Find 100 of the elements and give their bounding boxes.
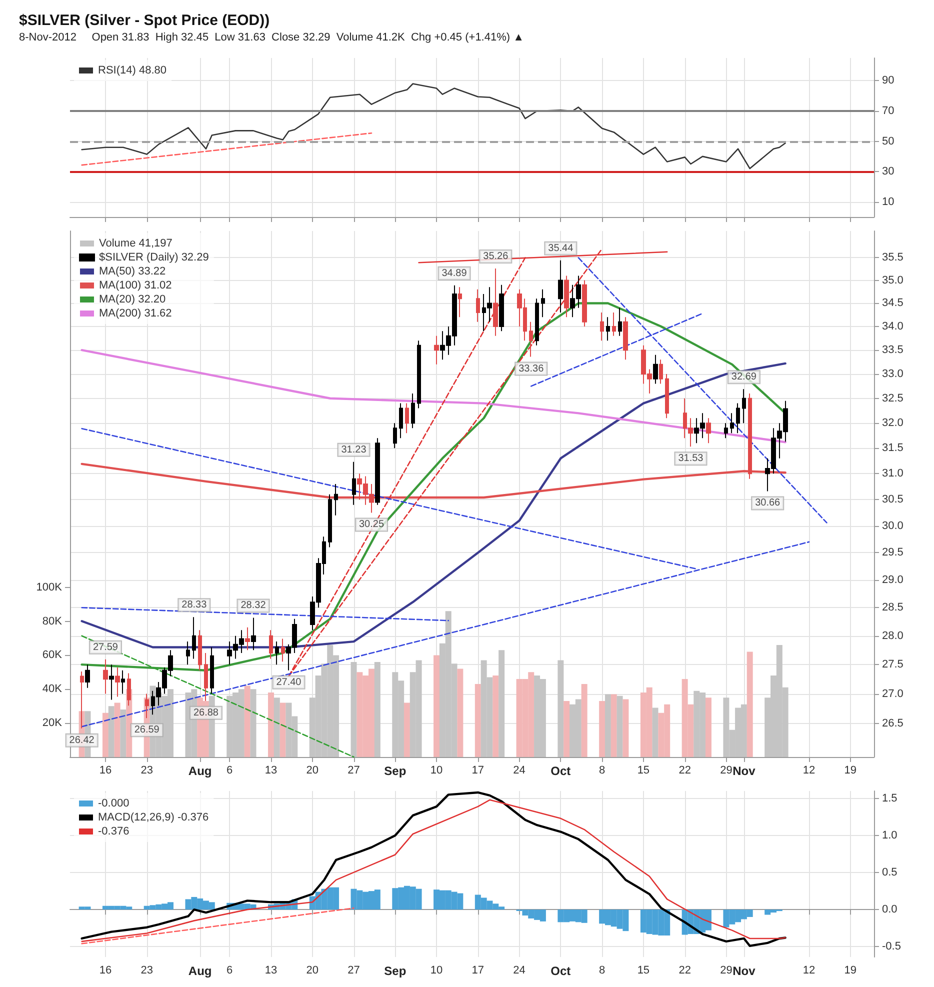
y-tick-label: 70: [882, 105, 894, 117]
y-tick-label: 0.5: [882, 866, 898, 879]
x-tick-label: 12: [802, 764, 816, 776]
legend-label: MA(50) 33.22: [99, 266, 166, 278]
y-tick-label: 31.0: [882, 468, 904, 480]
x-tick-label: Oct: [550, 764, 571, 778]
y-tick-label: 27.5: [882, 658, 904, 671]
x-tick-label: Aug: [188, 964, 212, 978]
y2-tick-label: 80K: [42, 615, 63, 628]
x-tick-label: 23: [140, 964, 153, 976]
x-tick-label: 20: [306, 764, 319, 776]
x-tick-label: Aug: [188, 764, 212, 778]
x-tick-label: Sep: [384, 764, 406, 778]
y-tick-label: 30.5: [882, 494, 904, 506]
x-tick-label: 13: [264, 764, 278, 776]
y-tick-label: 33.5: [882, 344, 904, 356]
x-tick-label: 20: [306, 964, 319, 976]
x-tick-label: Nov: [732, 764, 756, 778]
y-tick-label: -0.5: [882, 940, 901, 953]
y-tick-label: 35.0: [882, 274, 904, 286]
x-tick-label: Sep: [384, 964, 406, 978]
y-tick-label: 29.0: [882, 574, 904, 586]
x-tick-label: 29: [720, 964, 732, 976]
y-tick-label: 28.5: [882, 602, 904, 614]
x-tick-label: 29: [720, 764, 732, 776]
x-tick-label: 13: [264, 964, 278, 976]
legend-label: -0.376: [98, 826, 130, 838]
annotation: 26.42: [69, 734, 95, 746]
annotation: 30.25: [358, 519, 384, 530]
y-tick-label: 90: [882, 74, 894, 87]
legend-label: RSI(14) 48.80: [98, 64, 166, 76]
chart-subtitle: 8-Nov-2012 Open 31.83 High 32.45 Low 31.63 Close 32.29 Volume 41.2K Chg +0.45 (+1.41%) ▲: [19, 32, 524, 44]
x-tick-label: 6: [226, 964, 233, 976]
y-tick-label: 31.5: [882, 442, 904, 454]
y-tick-label: 1.5: [882, 792, 898, 804]
y-tick-label: 34.0: [882, 320, 904, 332]
x-tick-label: 16: [99, 764, 112, 776]
y-tick-label: 26.5: [882, 718, 904, 730]
y-tick-label: 10: [882, 196, 894, 208]
x-tick-label: Nov: [732, 964, 756, 978]
y2-tick-label: 100K: [36, 581, 63, 594]
annotation: 33.36: [518, 363, 544, 374]
legend-label: Volume 41,197: [99, 238, 172, 250]
y-tick-label: 35.5: [882, 252, 904, 264]
annotation: 35.26: [483, 251, 509, 262]
legend-label: -0.000: [98, 798, 130, 810]
y-tick-label: 50: [882, 135, 894, 148]
x-tick-label: 24: [513, 964, 526, 976]
annotation: 32.69: [731, 372, 757, 383]
legend-label: MA(200) 31.62: [99, 308, 172, 320]
chart-title: $SILVER (Silver - Spot Price (EOD)): [19, 12, 270, 29]
y-tick-label: 32.5: [882, 392, 904, 404]
x-tick-label: 17: [472, 964, 484, 976]
annotation: 27.59: [92, 642, 118, 653]
x-tick-label: Oct: [550, 964, 571, 978]
y2-tick-label: 60K: [42, 649, 63, 662]
annotation: 34.89: [442, 268, 468, 279]
x-tick-label: 15: [637, 964, 650, 976]
x-tick-label: 15: [637, 764, 650, 776]
x-tick-label: 22: [678, 764, 691, 776]
annotation: 35.44: [548, 242, 574, 254]
y-tick-label: 30: [882, 166, 894, 178]
x-tick-label: 17: [472, 764, 484, 776]
x-tick-label: 22: [678, 964, 691, 976]
y-tick-label: 29.5: [882, 546, 904, 559]
annotation: 31.23: [341, 444, 367, 456]
x-tick-label: 27: [348, 764, 360, 776]
annotation: 27.40: [276, 676, 302, 688]
x-tick-label: 8: [598, 964, 606, 976]
annotation: 26.59: [134, 724, 160, 736]
annotation: 26.88: [193, 707, 219, 718]
x-tick-label: 23: [140, 764, 153, 776]
legend-label: $SILVER (Daily) 32.29: [99, 252, 209, 264]
y2-tick-label: 20K: [42, 717, 63, 730]
y-tick-label: 33.0: [882, 368, 904, 380]
annotation: 31.53: [678, 453, 704, 464]
y-tick-label: 1.0: [882, 829, 898, 842]
x-tick-label: 12: [802, 964, 816, 976]
legend-label: MACD(12,26,9) -0.376: [98, 812, 209, 824]
annotation: 28.32: [240, 600, 266, 612]
y-tick-label: 34.5: [882, 297, 904, 310]
annotation: 30.66: [755, 498, 781, 509]
x-tick-label: 8: [598, 764, 606, 776]
legend-label: MA(20) 32.20: [99, 294, 166, 306]
annotation: 28.33: [182, 600, 208, 611]
y2-tick-label: 40K: [42, 683, 63, 696]
y-tick-label: 0.0: [882, 904, 898, 916]
y-tick-label: 28.0: [882, 630, 904, 642]
x-tick-label: 10: [430, 964, 443, 976]
x-tick-label: 10: [430, 764, 443, 776]
y-tick-label: 27.0: [882, 688, 904, 700]
x-tick-label: 24: [513, 764, 526, 776]
x-tick-label: 19: [844, 964, 856, 976]
y-tick-label: 30.0: [882, 520, 904, 532]
legend-label: MA(100) 31.02: [99, 280, 172, 292]
y-tick-label: 32.0: [882, 417, 904, 430]
x-tick-label: 16: [99, 964, 112, 976]
x-tick-label: 19: [844, 764, 856, 776]
x-tick-label: 6: [226, 764, 233, 776]
x-tick-label: 27: [348, 964, 360, 976]
